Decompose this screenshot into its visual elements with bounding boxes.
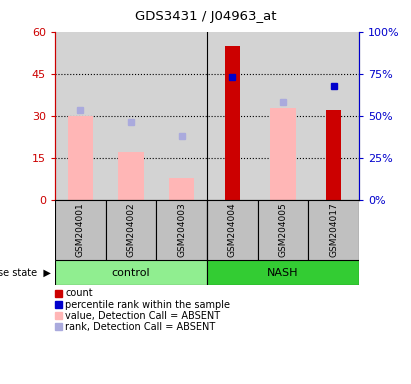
Text: GSM204001: GSM204001 [76,203,85,257]
Bar [106,200,156,260]
Text: NASH: NASH [267,268,299,278]
Text: percentile rank within the sample: percentile rank within the sample [65,300,230,310]
Text: rank, Detection Call = ABSENT: rank, Detection Call = ABSENT [65,321,215,331]
Bar [225,46,240,200]
Bar [55,200,106,260]
Text: GSM204017: GSM204017 [329,203,338,257]
Text: GSM204003: GSM204003 [177,203,186,257]
Text: GSM204002: GSM204002 [127,203,136,257]
Text: GSM204005: GSM204005 [279,203,288,257]
Bar [270,108,296,200]
Bar [258,200,308,260]
Bar [308,200,359,260]
Text: control: control [112,268,150,278]
Text: count: count [65,288,92,298]
Bar [156,200,207,260]
Bar [55,260,207,285]
Bar [326,111,341,200]
Bar [68,116,93,200]
Text: GSM204004: GSM204004 [228,203,237,257]
Bar [169,177,194,200]
Text: disease state  ▶: disease state ▶ [0,268,51,278]
Text: GDS3431 / J04963_at: GDS3431 / J04963_at [135,10,276,23]
Text: value, Detection Call = ABSENT: value, Detection Call = ABSENT [65,311,220,321]
Bar [207,200,258,260]
Bar [118,152,144,200]
Bar [207,260,359,285]
